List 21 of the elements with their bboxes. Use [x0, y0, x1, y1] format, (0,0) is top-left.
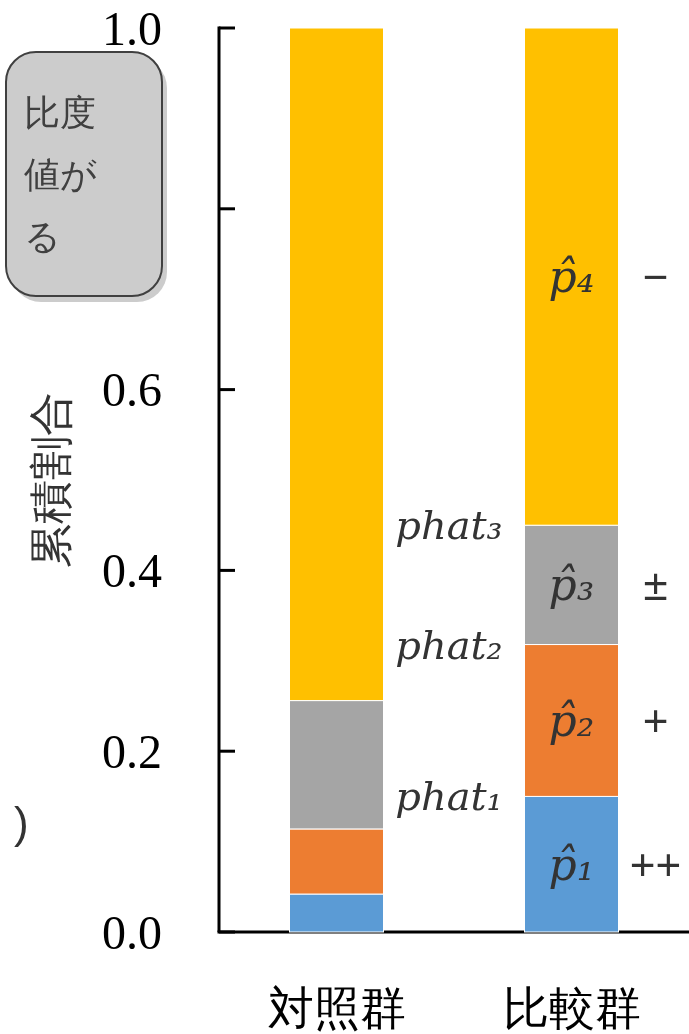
data-label: p̂₁ — [548, 838, 595, 890]
y-tick-label: 0.4 — [102, 543, 162, 597]
series-label: ++ — [629, 839, 682, 889]
text: 比度値がる — [24, 91, 97, 257]
annotation: phat₂ — [395, 621, 503, 668]
y-axis-title: 累積割合 — [25, 392, 75, 568]
annotation: phat₁ — [395, 773, 503, 820]
y-tick-label: 0.0 — [102, 905, 162, 959]
text: ) — [14, 797, 29, 847]
series-label: + — [642, 695, 669, 745]
data-label: p̂₄ — [548, 251, 595, 303]
series-label: − — [642, 252, 669, 302]
annotation: phat₃ — [395, 502, 503, 549]
series-label: ± — [643, 560, 668, 610]
x-tick-label: 比較群 — [502, 982, 641, 1034]
y-tick-label: 0.6 — [102, 363, 162, 417]
x-tick-label: 対照群 — [267, 982, 406, 1034]
data-label: p̂₃ — [548, 559, 595, 611]
y-tick-label: 0.2 — [102, 724, 162, 778]
data-label: p̂₂ — [548, 694, 595, 746]
y-tick-label: 1.0 — [102, 1, 162, 55]
